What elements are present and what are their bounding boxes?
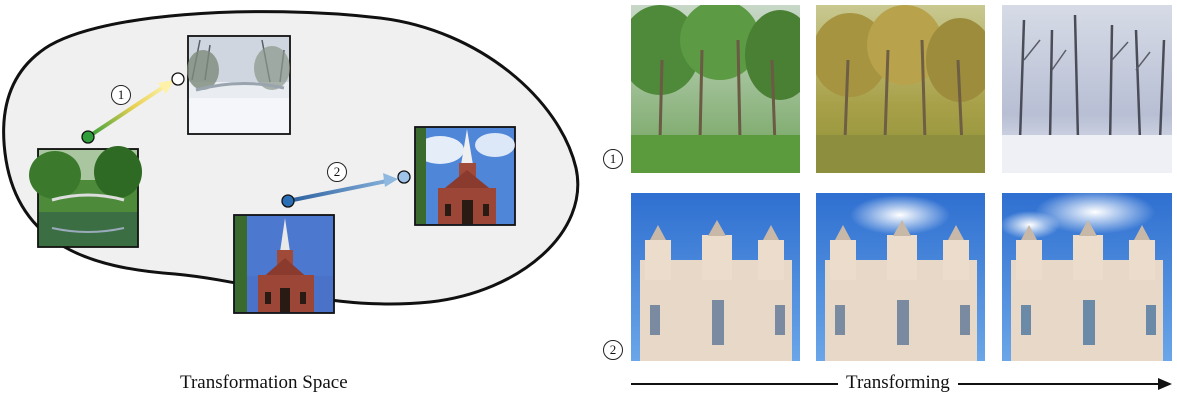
church-source-image [233, 214, 335, 314]
transform-arrow-2 [286, 178, 394, 203]
transform-arrow-1 [86, 82, 170, 139]
church-target-image [414, 126, 516, 226]
row-1-marker: 1 [603, 149, 623, 169]
cathedral-frame-1-image [631, 193, 800, 361]
autumn-forest-image [816, 5, 985, 173]
summer-forest-image [631, 5, 800, 173]
arrow-1-end-dot [171, 72, 185, 86]
transforming-caption: Transforming [838, 372, 958, 394]
row-2-marker: 2 [603, 340, 623, 360]
arrow-1-marker: 1 [111, 85, 131, 105]
transformation-space-blob [2, 10, 580, 306]
transforming-arrow-head [1158, 378, 1172, 390]
transform-arrow-1-head [158, 80, 174, 94]
winter-forest-image [1002, 5, 1172, 173]
forest-bridge-winter-image [187, 35, 291, 135]
cathedral-frame-2-image [816, 193, 985, 361]
transformation-space-caption: Transformation Space [180, 372, 348, 393]
arrow-1-start-dot [81, 130, 95, 144]
transform-arrow-2-head [383, 173, 398, 187]
arrow-2-marker: 2 [327, 162, 347, 182]
arrow-2-end-dot [397, 170, 411, 184]
forest-bridge-summer-image [29, 146, 142, 248]
cathedral-frame-3-image [1002, 193, 1172, 361]
arrow-2-start-dot [281, 194, 295, 208]
